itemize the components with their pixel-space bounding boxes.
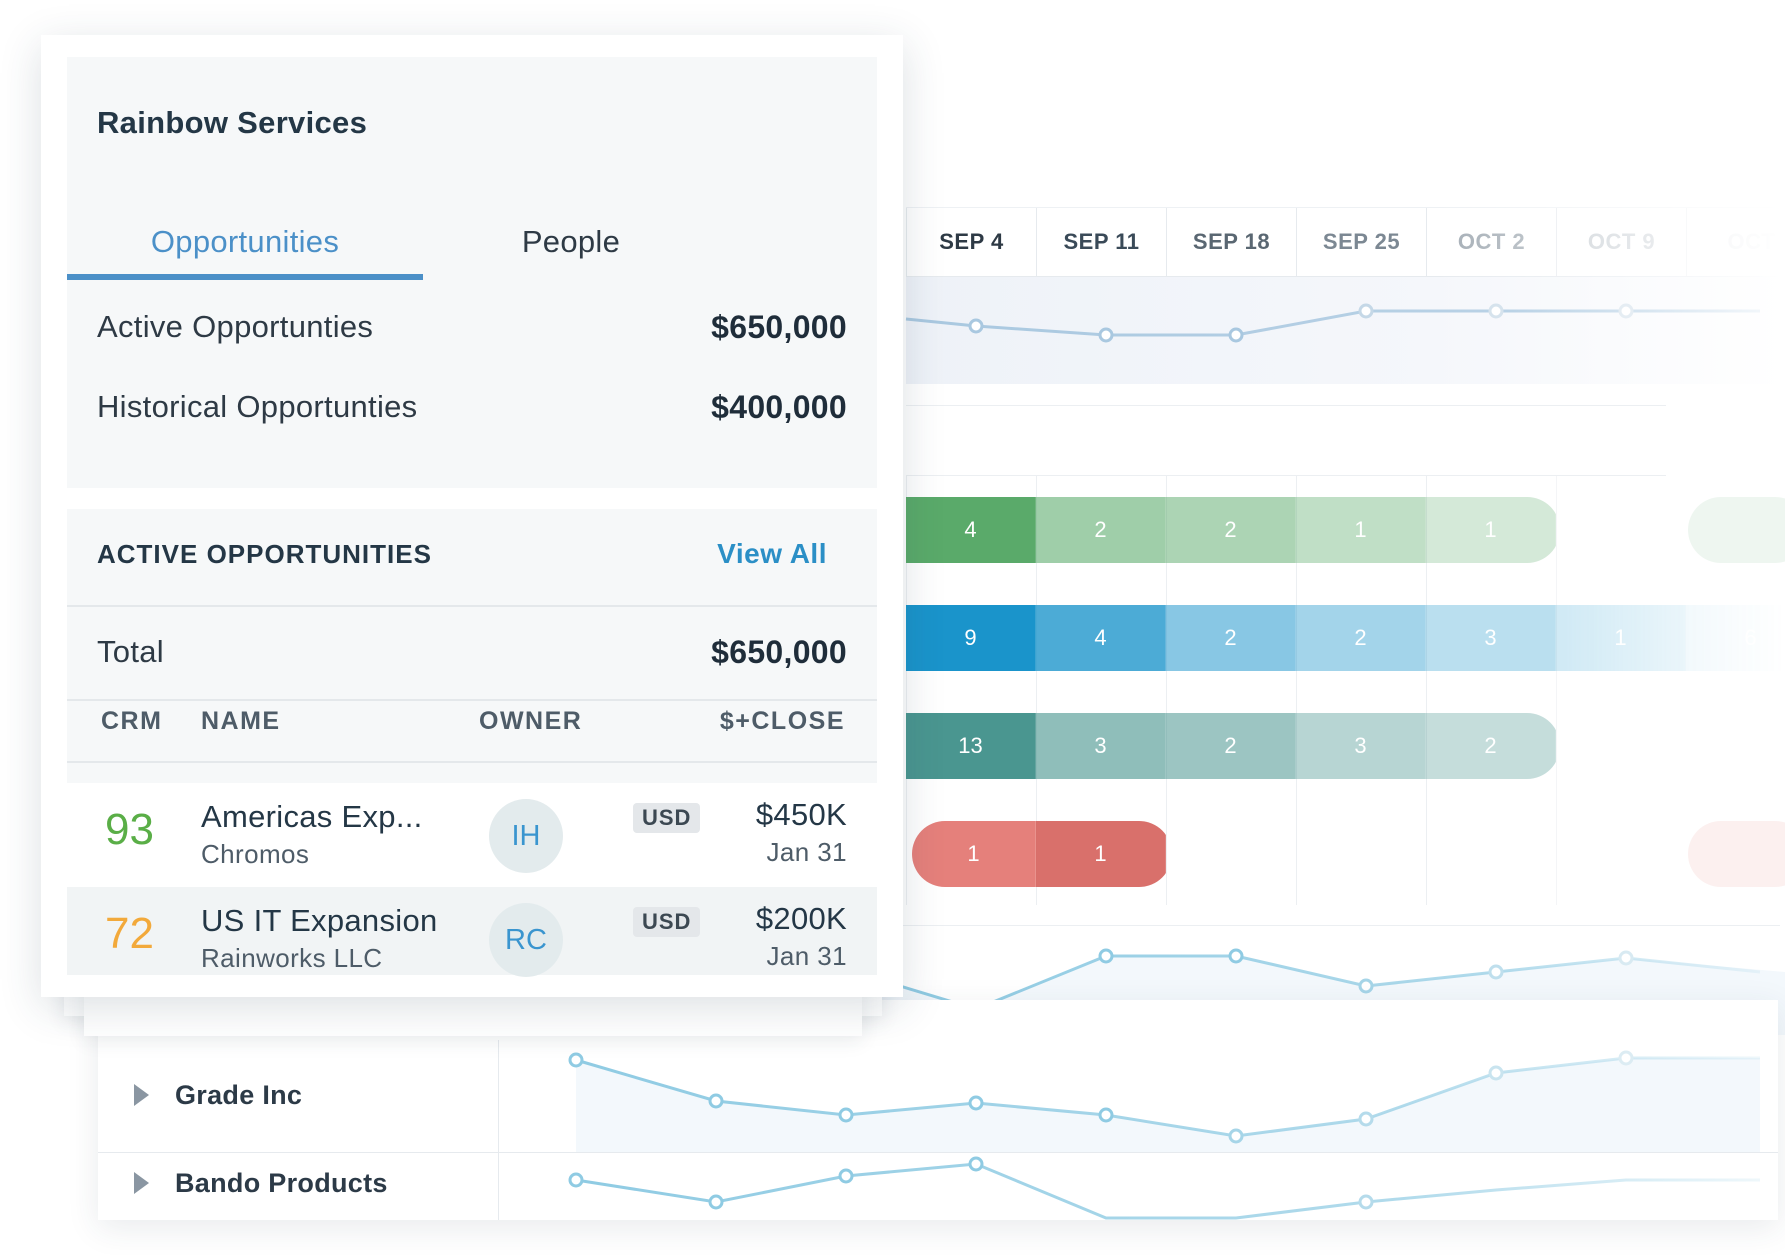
divider <box>67 605 877 607</box>
currency-badge: USD <box>633 907 701 937</box>
summary-value: $650,000 <box>711 308 847 345</box>
bar-row-blue[interactable]: 9 4 2 2 3 1 6 <box>906 605 1785 671</box>
bar-segment[interactable]: 2 <box>1036 497 1166 563</box>
bar-segment[interactable]: 9 <box>906 605 1036 671</box>
bar-segment[interactable]: 3 <box>1036 713 1166 779</box>
divider <box>67 761 877 763</box>
divider <box>98 1152 1778 1153</box>
tab-opportunities[interactable]: Opportunities <box>150 224 340 259</box>
column-header-close[interactable]: $+CLOSE <box>719 707 845 735</box>
currency-badge: USD <box>633 803 701 833</box>
divider <box>906 475 1666 476</box>
bar-segment[interactable]: 1 <box>1036 821 1166 887</box>
owner-avatar[interactable]: RC <box>489 903 563 977</box>
bar-segment[interactable]: 1 <box>1426 497 1556 563</box>
owner-avatar[interactable]: IH <box>489 799 563 873</box>
grid-line <box>1166 475 1167 905</box>
account-popover: Rainbow Services Opportunities People Ac… <box>41 35 903 997</box>
opportunity-row[interactable]: 93 Americas Exp... Chromos IH USD $450K … <box>67 783 877 887</box>
grid-line <box>1036 475 1037 905</box>
week-header: SEP 4 SEP 11 SEP 18 SEP 25 OCT 2 OCT 9 O… <box>906 207 1785 277</box>
bar-segment[interactable]: 13 <box>906 713 1036 779</box>
sparkline-top <box>905 303 1760 343</box>
divider <box>67 699 877 701</box>
bar-segment[interactable]: 1 <box>1556 605 1686 671</box>
bar-segment[interactable]: 2 <box>1296 605 1426 671</box>
section-title: ACTIVE OPPORTUNITIES <box>97 538 432 569</box>
opportunity-company: Chromos <box>201 839 310 869</box>
opportunity-amount: $200K <box>755 901 847 936</box>
bar-row-teal[interactable]: 13 3 2 3 2 <box>906 713 1560 779</box>
opportunity-amount: $450K <box>755 797 847 832</box>
opportunity-name[interactable]: Americas Exp... <box>201 799 423 834</box>
summary-label: Historical Opportunties <box>97 389 418 424</box>
account-row[interactable]: Grade Inc <box>98 1043 498 1147</box>
divider <box>906 405 1666 406</box>
expand-caret-icon[interactable] <box>134 1172 149 1194</box>
section-header: ACTIVE OPPORTUNITIES View All <box>97 529 827 579</box>
bar-pill-faded <box>1688 497 1785 563</box>
bar-pill-faded <box>1688 821 1785 887</box>
week-label[interactable]: SEP 25 <box>1296 208 1426 276</box>
grid-line <box>1556 475 1557 905</box>
total-value: $650,000 <box>711 633 847 670</box>
week-label[interactable]: SEP 18 <box>1166 208 1296 276</box>
bar-segment[interactable]: 4 <box>1036 605 1166 671</box>
opportunity-company: Rainworks LLC <box>201 943 383 973</box>
summary-value: $400,000 <box>711 388 847 425</box>
bar-segment[interactable]: 3 <box>1296 713 1426 779</box>
account-name[interactable]: Grade Inc <box>175 1079 303 1110</box>
crm-score: 72 <box>105 909 154 958</box>
bar-row-red[interactable]: 1 1 <box>912 821 1172 887</box>
close-date: Jan 31 <box>766 837 847 867</box>
active-tab-indicator <box>67 274 423 280</box>
company-name: Rainbow Services <box>97 105 368 140</box>
bar-segment[interactable]: 1 <box>912 821 1036 887</box>
summary-row: Historical Opportunties $400,000 <box>97 377 847 437</box>
column-divider <box>498 1040 499 1220</box>
summary-row: Active Opportunties $650,000 <box>97 297 847 357</box>
column-header-owner[interactable]: OWNER <box>479 707 583 735</box>
tab-bar: Opportunities People <box>67 202 877 282</box>
tab-people[interactable]: People <box>521 224 621 259</box>
week-label[interactable]: SEP 11 <box>1036 208 1166 276</box>
summary-label: Active Opportunties <box>97 309 374 344</box>
column-header-name[interactable]: NAME <box>201 707 281 735</box>
summary-body: Active Opportunties $650,000 Historical … <box>67 280 877 488</box>
view-all-link[interactable]: View All <box>717 538 827 569</box>
account-summary-panel: Rainbow Services Opportunities People Ac… <box>67 57 877 488</box>
week-label[interactable]: OCT <box>1686 208 1785 276</box>
bar-segment[interactable]: 6 <box>1686 605 1785 671</box>
active-opportunities-panel: ACTIVE OPPORTUNITIES View All Total $650… <box>67 509 877 977</box>
week-label[interactable]: OCT 2 <box>1426 208 1556 276</box>
bar-segment[interactable]: 2 <box>1426 713 1556 779</box>
bar-segment[interactable]: 3 <box>1426 605 1556 671</box>
bar-segment[interactable]: 2 <box>1166 605 1296 671</box>
bar-row-green[interactable]: 4 2 2 1 1 <box>906 497 1560 563</box>
bar-segment[interactable]: 4 <box>906 497 1036 563</box>
column-header-crm[interactable]: CRM <box>101 707 163 735</box>
grid-line <box>1296 475 1297 905</box>
account-row[interactable]: Bando Products <box>98 1146 498 1220</box>
close-date: Jan 31 <box>766 941 847 971</box>
total-label: Total <box>97 634 164 669</box>
opportunity-row[interactable]: 72 US IT Expansion Rainworks LLC RC USD … <box>67 887 877 977</box>
week-label[interactable]: SEP 4 <box>906 208 1036 276</box>
crm-score: 93 <box>105 805 154 854</box>
account-name[interactable]: Bando Products <box>175 1167 388 1198</box>
expand-caret-icon[interactable] <box>134 1084 149 1106</box>
bar-segment[interactable]: 2 <box>1166 713 1296 779</box>
opportunity-name[interactable]: US IT Expansion <box>201 903 438 938</box>
grid-line <box>1426 475 1427 905</box>
week-label[interactable]: OCT 9 <box>1556 208 1686 276</box>
divider <box>880 925 1780 926</box>
bar-segment[interactable]: 2 <box>1166 497 1296 563</box>
grid-line <box>906 475 907 905</box>
bar-segment[interactable]: 1 <box>1296 497 1426 563</box>
total-row: Total $650,000 <box>97 622 847 682</box>
